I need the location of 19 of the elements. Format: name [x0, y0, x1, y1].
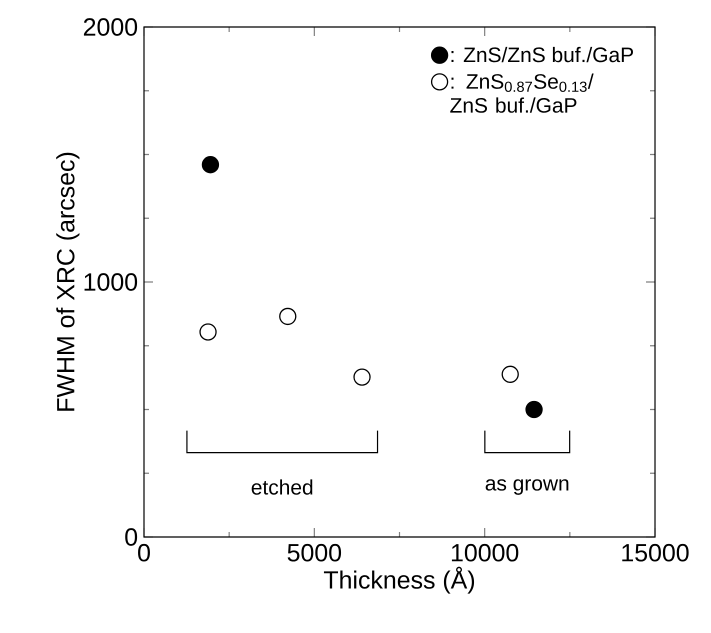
- x-tick-label: 15000: [622, 544, 689, 562]
- x-axis-title: Thickness (Å): [324, 566, 474, 594]
- y-tick-label: 1000: [84, 273, 138, 291]
- annotation: etched: [252, 479, 312, 495]
- y-tick-label: 2000: [84, 18, 138, 36]
- x-tick-label: 0: [138, 544, 150, 562]
- x-tick-label: 5000: [288, 544, 342, 562]
- legend-label: : ZnS/ZnS buf./GaP: [452, 46, 633, 62]
- y-axis-title: FWHM of XRC (arcsec): [56, 152, 80, 411]
- point: [353, 368, 371, 386]
- point: [525, 400, 543, 418]
- point: [199, 323, 217, 341]
- y-tick-label: 0: [125, 528, 138, 546]
- point: [279, 308, 296, 326]
- point: [502, 366, 519, 383]
- point: [202, 156, 220, 174]
- x-tick-label: 10000: [452, 544, 518, 562]
- annotation: as grown: [486, 479, 568, 495]
- legend-label: : ZnS$_{0.87}$Se$_{0.13}$/ ZnS buf./GaP: [450, 74, 594, 113]
